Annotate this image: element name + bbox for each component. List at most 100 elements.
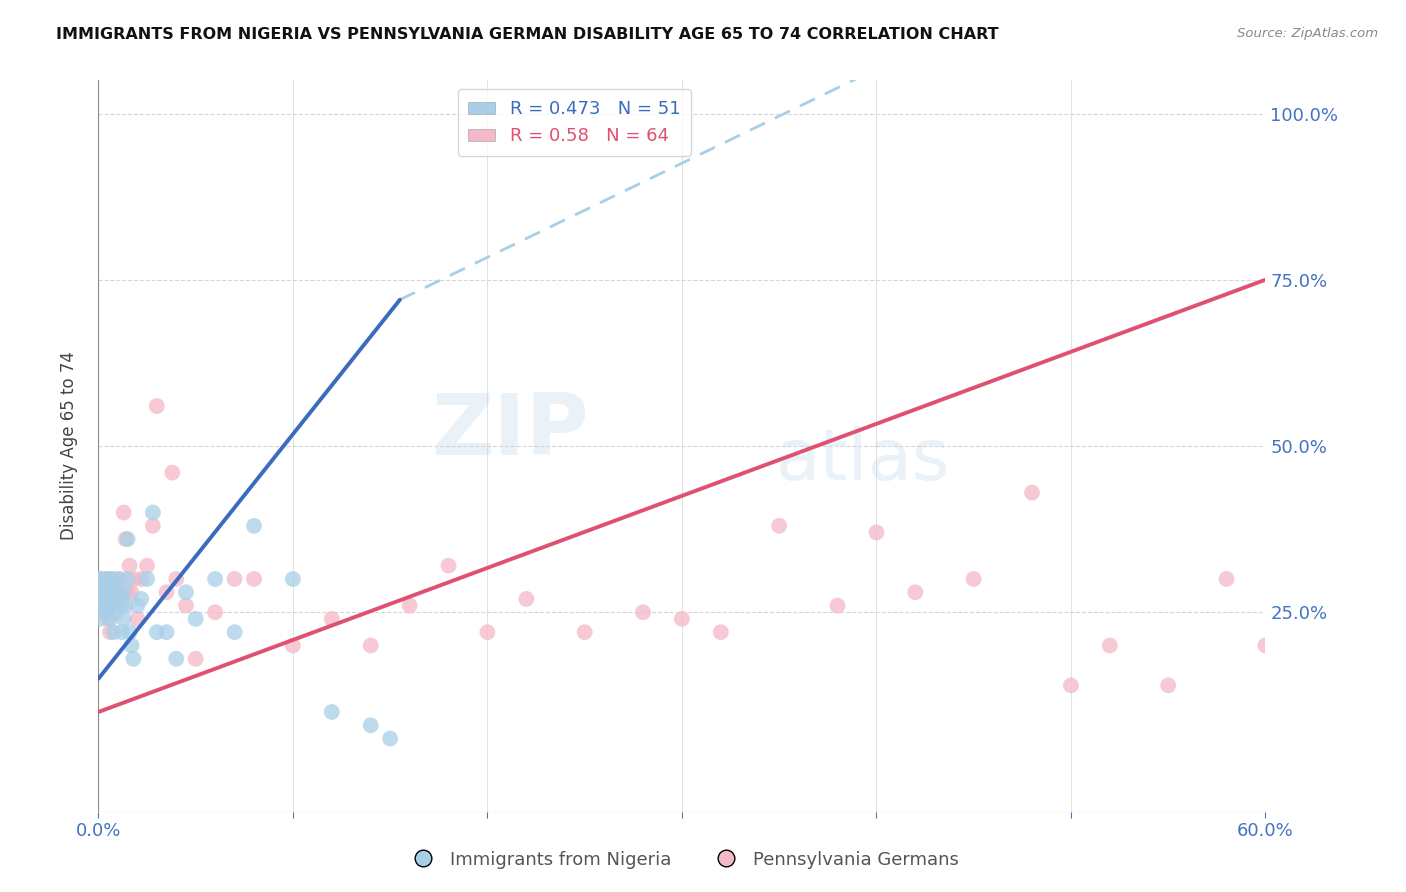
Point xyxy=(97,612,120,626)
Point xyxy=(107,585,129,599)
Point xyxy=(117,585,139,599)
Point xyxy=(129,591,152,606)
Point xyxy=(107,591,129,606)
Text: ZIP: ZIP xyxy=(430,390,589,473)
Point xyxy=(101,572,124,586)
Point xyxy=(97,599,120,613)
Point xyxy=(107,572,129,586)
Point xyxy=(103,585,125,599)
Point xyxy=(1254,639,1277,653)
Point xyxy=(101,572,124,586)
Point xyxy=(93,591,115,606)
Point xyxy=(281,639,304,653)
Point xyxy=(112,506,135,520)
Point xyxy=(104,585,127,599)
Point xyxy=(89,572,111,586)
Point xyxy=(142,506,165,520)
Point xyxy=(281,572,304,586)
Point xyxy=(1021,485,1043,500)
Point xyxy=(671,612,693,626)
Point xyxy=(93,579,115,593)
Point xyxy=(574,625,596,640)
Point xyxy=(1060,678,1083,692)
Point xyxy=(174,599,197,613)
Point xyxy=(108,585,131,599)
Point xyxy=(96,572,118,586)
Point xyxy=(87,572,110,586)
Point xyxy=(104,605,127,619)
Point xyxy=(243,518,266,533)
Point xyxy=(96,585,118,599)
Point xyxy=(118,625,141,640)
Point xyxy=(378,731,402,746)
Point xyxy=(165,652,187,666)
Point xyxy=(91,591,114,606)
Point xyxy=(87,599,110,613)
Point xyxy=(87,585,110,599)
Point xyxy=(122,652,145,666)
Point xyxy=(127,612,149,626)
Y-axis label: Disability Age 65 to 74: Disability Age 65 to 74 xyxy=(59,351,77,541)
Text: atlas: atlas xyxy=(775,426,949,495)
Point xyxy=(184,652,207,666)
Point xyxy=(710,625,733,640)
Point xyxy=(111,591,134,606)
Point xyxy=(321,612,343,626)
Point xyxy=(174,585,197,599)
Point xyxy=(360,639,382,653)
Point xyxy=(1294,106,1316,120)
Point xyxy=(112,585,135,599)
Point xyxy=(224,572,246,586)
Point xyxy=(93,585,115,599)
Point xyxy=(108,572,131,586)
Point xyxy=(865,525,887,540)
Point xyxy=(98,591,121,606)
Point xyxy=(962,572,984,586)
Point xyxy=(111,625,134,640)
Point xyxy=(1215,572,1237,586)
Point xyxy=(360,718,382,732)
Point xyxy=(91,572,114,586)
Point xyxy=(98,625,121,640)
Point xyxy=(768,518,790,533)
Point xyxy=(97,572,120,586)
Point xyxy=(117,572,139,586)
Point xyxy=(104,591,127,606)
Point xyxy=(146,625,169,640)
Point xyxy=(118,558,141,573)
Point xyxy=(112,612,135,626)
Point xyxy=(87,585,110,599)
Point xyxy=(127,599,149,613)
Text: Source: ZipAtlas.com: Source: ZipAtlas.com xyxy=(1237,27,1378,40)
Point xyxy=(146,399,169,413)
Point xyxy=(129,572,152,586)
Point xyxy=(437,558,460,573)
Point xyxy=(155,625,177,640)
Point xyxy=(114,532,136,546)
Point xyxy=(107,599,129,613)
Point xyxy=(98,612,121,626)
Point xyxy=(1157,678,1180,692)
Point xyxy=(97,585,120,599)
Point xyxy=(117,532,139,546)
Point xyxy=(515,591,537,606)
Point xyxy=(136,572,159,586)
Point xyxy=(91,605,114,619)
Point xyxy=(1098,639,1121,653)
Point xyxy=(321,705,343,719)
Point xyxy=(243,572,266,586)
Point xyxy=(96,605,118,619)
Point xyxy=(204,605,226,619)
Point xyxy=(93,599,115,613)
Point xyxy=(827,599,849,613)
Point xyxy=(121,639,143,653)
Point xyxy=(122,572,145,586)
Legend: Immigrants from Nigeria, Pennsylvania Germans: Immigrants from Nigeria, Pennsylvania Ge… xyxy=(398,844,966,876)
Point xyxy=(89,599,111,613)
Point xyxy=(904,585,927,599)
Point xyxy=(155,585,177,599)
Point xyxy=(111,599,134,613)
Point xyxy=(184,612,207,626)
Point xyxy=(142,518,165,533)
Point xyxy=(121,585,143,599)
